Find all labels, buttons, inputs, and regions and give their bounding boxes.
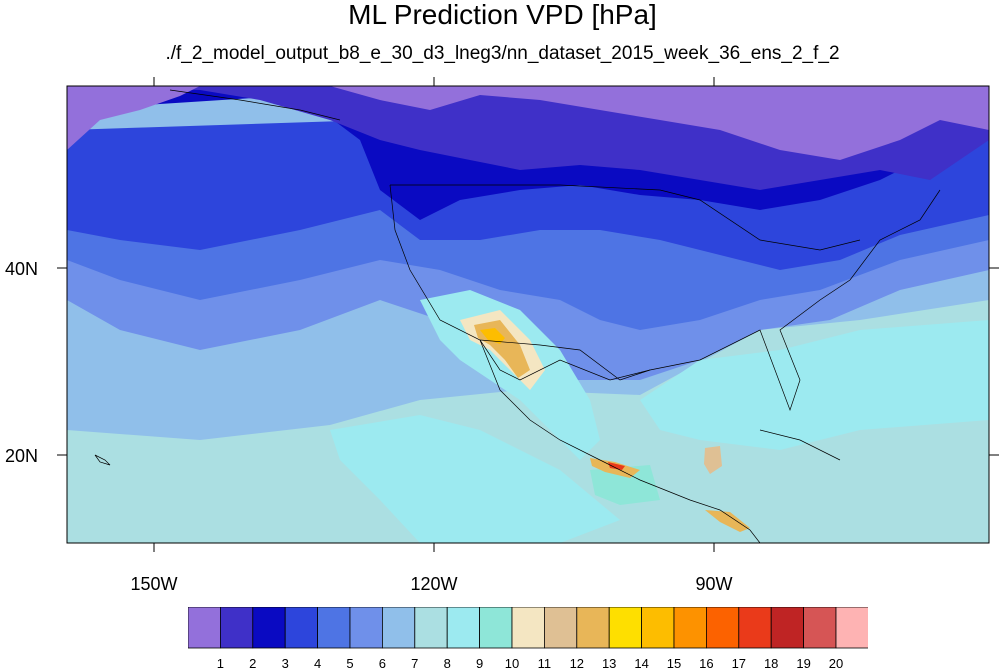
lat-label-40n: 40N <box>4 259 38 279</box>
colorbar-tick-label: 11 <box>537 656 552 671</box>
lon-label-120w: 120W <box>410 574 458 594</box>
mexico-coastline <box>479 339 761 543</box>
colorbar-tick-label: 18 <box>763 656 779 671</box>
fill-level-17 <box>608 462 625 470</box>
colorbar-swatch <box>381 607 416 649</box>
colorbar-tick-label: 19 <box>796 656 811 671</box>
colorbar-swatch <box>188 607 221 649</box>
colorbar-swatch <box>706 607 740 649</box>
fill-level-1 <box>330 86 989 160</box>
colorbar-tick-label: 17 <box>731 656 747 671</box>
colorbar-swatch <box>803 607 837 649</box>
fill-level-9-tropics <box>330 415 620 543</box>
colorbar-tick-label: 9 <box>475 656 484 671</box>
colorbar-swatch <box>543 607 578 649</box>
hawaii <box>94 454 111 466</box>
colorbar-swatch <box>835 607 868 649</box>
colorbar-swatch <box>349 607 383 649</box>
colorbar-swatch <box>414 607 448 649</box>
colorbar-tick-label: 14 <box>634 656 649 671</box>
figure-subtitle: ./f_2_model_output_b8_e_30_d3_lneg3/nn_d… <box>165 43 840 64</box>
colorbar <box>188 607 868 649</box>
colorbar-swatch <box>576 607 610 649</box>
colorbar-tick-label: 12 <box>569 656 585 671</box>
map-frame <box>66 85 990 544</box>
colorbar-swatch <box>641 607 675 649</box>
colorbar-tick-label: 20 <box>828 656 844 671</box>
colorbar-swatch <box>317 607 351 649</box>
colorbar-swatch <box>511 607 545 649</box>
colorbar-swatch <box>252 607 286 649</box>
lon-label-150w: 150W <box>130 574 178 594</box>
lat-label-20n: 20N <box>4 446 38 466</box>
colorbar-tick-label: 13 <box>601 656 617 671</box>
fill-level-1-pacific <box>67 86 200 150</box>
fill-level-12-yucatan <box>704 446 722 474</box>
colorbar-tick-label: 4 <box>313 656 322 671</box>
colorbar-tick-label: 8 <box>443 656 451 671</box>
fill-level-13-central-america <box>705 510 750 532</box>
colorbar-tick-label: 2 <box>249 656 257 671</box>
colorbar-swatch <box>770 607 805 649</box>
colorbar-swatch <box>673 607 707 649</box>
colorbar-swatch <box>608 607 643 649</box>
cuba <box>759 429 841 461</box>
colorbar-tick-label: 15 <box>666 656 682 671</box>
colorbar-tick-label: 6 <box>378 656 386 671</box>
us-canada-border <box>390 184 861 251</box>
us-mexico-border <box>479 339 651 381</box>
lon-label-90w: 90W <box>695 574 733 594</box>
fill-level-9-caribbean <box>640 320 989 450</box>
colorbar-swatch <box>738 607 772 649</box>
fill-level-10 <box>590 465 660 505</box>
colorbar-tick-label: 16 <box>699 656 714 671</box>
colorbar-tick-label: 7 <box>411 656 419 671</box>
us-coastline <box>389 184 941 412</box>
colorbar-swatch <box>446 607 481 649</box>
colorbar-tick-label: 10 <box>504 656 520 671</box>
fill-level-15 <box>480 328 505 344</box>
colorbar-swatch <box>284 607 318 649</box>
colorbar-tick-label: 1 <box>216 656 224 671</box>
figure-title: ML Prediction VPD [hPa] <box>348 0 657 30</box>
colorbar-tick-label: 5 <box>346 656 354 671</box>
colorbar-swatch <box>479 607 513 649</box>
colorbar-swatch <box>220 607 254 649</box>
alaska-coast <box>169 89 341 121</box>
colorbar-tick-label: 3 <box>281 656 289 671</box>
